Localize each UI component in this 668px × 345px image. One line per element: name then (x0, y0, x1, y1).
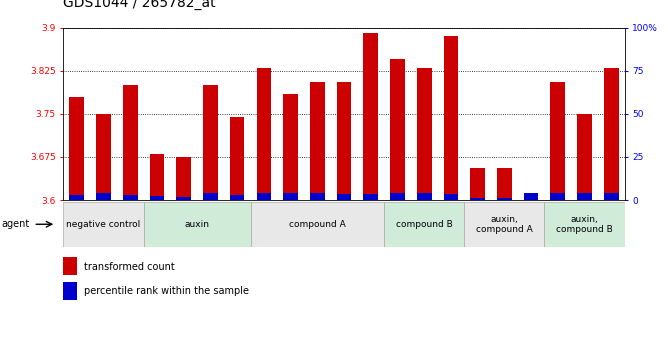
Bar (337, 82, 351, 200)
Text: compound A: compound A (289, 220, 345, 229)
FancyBboxPatch shape (464, 202, 544, 247)
Bar (550, 82, 565, 200)
Bar (363, 194, 378, 200)
Bar (363, 33, 378, 200)
Text: auxin: auxin (184, 220, 210, 229)
Text: agent: agent (1, 219, 29, 229)
Bar (150, 196, 164, 200)
Bar (550, 193, 565, 200)
Bar (524, 193, 538, 200)
Bar (604, 68, 619, 200)
Text: GDS1044 / 265782_at: GDS1044 / 265782_at (63, 0, 216, 10)
Bar (69, 196, 84, 200)
Bar (390, 59, 405, 200)
Bar (337, 194, 351, 200)
Bar (283, 193, 298, 200)
Bar (69, 97, 84, 200)
Bar (604, 193, 619, 200)
Bar (96, 193, 111, 200)
Bar (444, 36, 458, 200)
Bar (497, 168, 512, 200)
Bar (577, 114, 592, 200)
Bar (257, 193, 271, 200)
Bar (203, 85, 218, 200)
Bar (63, 282, 77, 300)
Bar (310, 193, 325, 200)
FancyBboxPatch shape (384, 202, 464, 247)
Bar (123, 85, 138, 200)
Bar (96, 114, 111, 200)
Text: percentile rank within the sample: percentile rank within the sample (84, 286, 248, 296)
Bar (390, 193, 405, 200)
Text: auxin,
compound B: auxin, compound B (556, 215, 613, 234)
Bar (417, 68, 432, 200)
FancyBboxPatch shape (63, 202, 144, 247)
FancyBboxPatch shape (250, 202, 384, 247)
Bar (176, 157, 191, 200)
Bar (524, 197, 538, 200)
Bar (310, 82, 325, 200)
FancyBboxPatch shape (144, 202, 250, 247)
Bar (444, 194, 458, 200)
Bar (417, 193, 432, 200)
Bar (470, 198, 485, 200)
Bar (203, 193, 218, 200)
Bar (230, 117, 244, 200)
Bar (257, 68, 271, 200)
Bar (123, 195, 138, 200)
Text: compound B: compound B (396, 220, 452, 229)
Text: negative control: negative control (66, 220, 141, 229)
Bar (283, 94, 298, 200)
Bar (230, 196, 244, 200)
Bar (150, 154, 164, 200)
Text: auxin,
compound A: auxin, compound A (476, 215, 532, 234)
FancyBboxPatch shape (544, 202, 625, 247)
Bar (176, 197, 191, 200)
Bar (63, 257, 77, 275)
Bar (470, 168, 485, 200)
Text: transformed count: transformed count (84, 262, 174, 272)
Bar (577, 193, 592, 200)
Bar (497, 198, 512, 200)
